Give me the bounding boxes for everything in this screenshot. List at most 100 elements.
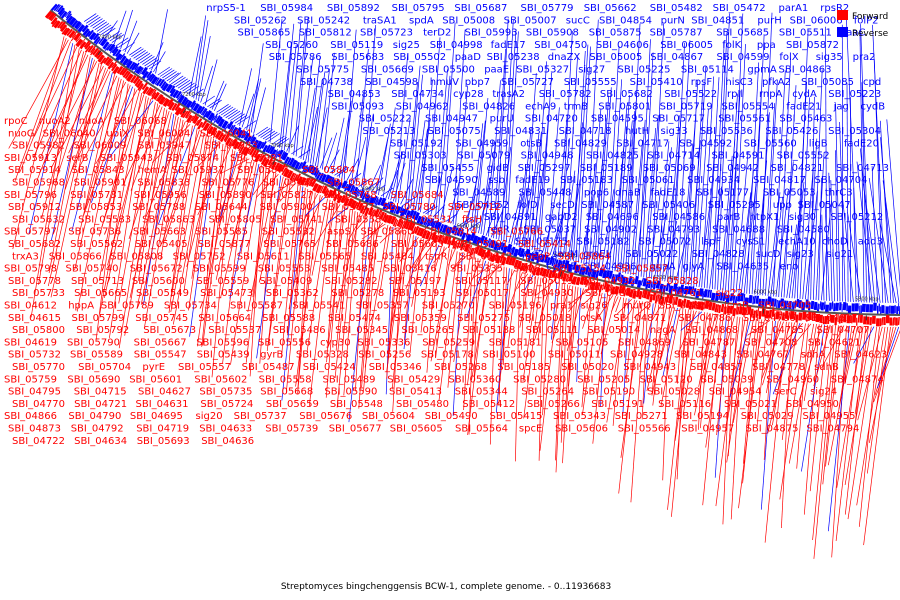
forward-leader-line <box>101 94 145 228</box>
reverse-gene-segment <box>169 88 177 97</box>
gene-label: sucC <box>566 15 590 26</box>
gene-label: SBI_05485 <box>321 264 374 275</box>
reverse-leader-line <box>415 128 428 211</box>
forward-leader-line <box>779 322 804 347</box>
gene-label: folD <box>518 200 538 211</box>
reverse-leader-line <box>498 147 512 240</box>
forward-gene-segment <box>605 283 611 293</box>
forward-leader-line <box>295 189 309 308</box>
gene-label: SBI_05018 <box>518 313 571 324</box>
gene-label: SBI_05259 <box>422 337 475 348</box>
forward-leader-line <box>399 236 419 262</box>
forward-leader-line <box>151 124 191 163</box>
reverse-leader-line <box>656 141 670 280</box>
reverse-leader-line <box>171 75 184 85</box>
gene-label: SBI_05892 <box>327 3 380 14</box>
gene-label: traSA1 <box>363 15 397 26</box>
reverse-leader-line <box>835 103 841 302</box>
reverse-leader-line <box>276 138 290 147</box>
forward-gene-segment <box>505 255 511 265</box>
gene-label: SBI_05188 <box>462 325 515 336</box>
forward-gene-segment <box>260 156 267 166</box>
forward-gene-segment <box>87 44 94 53</box>
forward-leader-line <box>201 143 224 347</box>
forward-leader-line <box>694 313 716 416</box>
reverse-gene-segment <box>336 181 343 191</box>
forward-leader-line <box>358 218 374 409</box>
reverse-gene-segment <box>572 261 577 271</box>
gene-label: SBI_05937 <box>172 165 225 176</box>
reverse-leader-line <box>598 87 612 268</box>
reverse-leader-line <box>435 69 448 218</box>
gene-label: nuoA2 <box>39 116 71 127</box>
forward-gene-segment <box>174 103 181 111</box>
gene-label: SBI_05663 <box>133 227 186 238</box>
reverse-leader-line <box>312 72 326 165</box>
reverse-leader-line <box>772 70 786 297</box>
reverse-gene-segment <box>212 113 219 121</box>
gene-label: SBI_04960 <box>766 374 819 385</box>
reverse-gene-segment <box>111 45 119 54</box>
forward-gene-segment <box>456 240 461 249</box>
reverse-leader-line <box>250 43 264 133</box>
reverse-gene-segment <box>221 120 229 130</box>
forward-gene-segment <box>251 149 257 158</box>
reverse-leader-line <box>500 19 514 241</box>
reverse-leader-line <box>862 183 881 303</box>
forward-gene-segment <box>342 195 348 204</box>
reverse-leader-line <box>188 36 202 96</box>
reverse-leader-line <box>549 216 563 256</box>
forward-leader-line <box>230 165 262 365</box>
forward-leader-line <box>170 132 205 312</box>
tick-label: 7000 kbp <box>270 143 294 149</box>
gene-label: SBI_05532 <box>262 227 315 238</box>
reverse-gene-segment <box>456 227 462 237</box>
gene-label: SBI_04854 <box>599 15 652 26</box>
gene-label: SBI_05548 <box>330 399 383 410</box>
reverse-leader-line <box>351 94 364 184</box>
forward-leader-line <box>524 275 534 291</box>
gene-label: SBI_05713 <box>71 276 124 287</box>
gene-label: SBI_05733 <box>12 288 65 299</box>
reverse-leader-line <box>839 121 846 302</box>
forward-leader-line <box>835 326 861 541</box>
gene-label: SBI_05588 <box>262 313 315 324</box>
gene-label: SBI_05984 <box>260 3 313 14</box>
reverse-gene-segment <box>695 290 700 299</box>
forward-gene-segment <box>416 227 422 236</box>
gene-label: SBI_05181 <box>489 337 542 348</box>
gene-label: SBI_05223 <box>828 89 881 100</box>
reverse-gene-segment <box>121 57 130 67</box>
reverse-gene-segment <box>404 207 409 216</box>
forward-leader-line <box>700 312 708 358</box>
forward-leader-line <box>122 105 161 186</box>
reverse-gene-segment <box>60 11 68 19</box>
reverse-gene-segment <box>235 126 242 136</box>
reverse-gene-segment <box>290 159 298 169</box>
forward-gene-segment <box>390 215 397 225</box>
reverse-gene-segment <box>414 211 420 221</box>
reverse-leader-line <box>770 196 784 297</box>
gene-label: folK <box>722 40 741 51</box>
forward-leader-line <box>50 66 104 169</box>
reverse-gene-segment <box>81 24 89 33</box>
forward-gene-segment <box>373 208 380 218</box>
gene-label: SBI_05765 <box>263 239 316 250</box>
gene-label: SBI_05584 <box>335 214 388 225</box>
gene-label: SBI_05111 <box>526 325 579 336</box>
gene-label: SBI_05022 <box>625 249 678 260</box>
gene-label: SBI_05194 <box>676 411 729 422</box>
forward-gene-segment <box>92 47 99 56</box>
reverse-strand-track <box>50 3 900 315</box>
reverse-gene-segment <box>423 216 428 226</box>
reverse-gene-segment <box>627 276 633 285</box>
reverse-gene-segment <box>301 165 307 173</box>
gene-label: SBI_05295 <box>708 200 761 211</box>
gene-label: SBI_05565 <box>298 251 351 262</box>
reverse-gene-segment <box>50 3 58 12</box>
reverse-gene-segment <box>165 83 174 93</box>
gene-label: SBI_05676 <box>299 411 352 422</box>
forward-leader-line <box>562 285 574 464</box>
reverse-leader-line <box>536 109 550 252</box>
forward-gene-segment <box>629 289 634 298</box>
